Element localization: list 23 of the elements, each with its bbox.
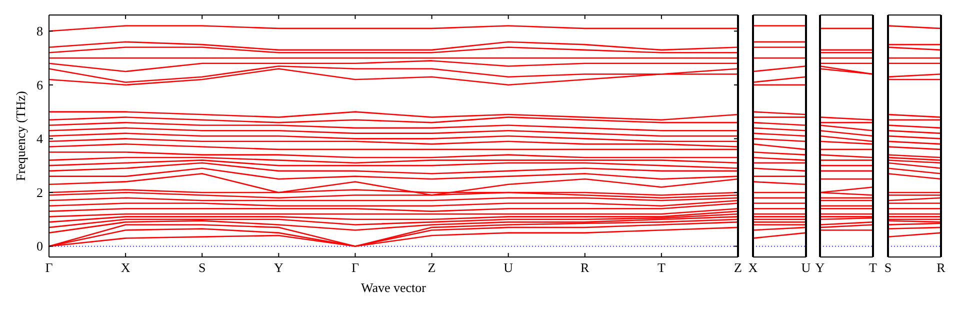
x-tick-label: S xyxy=(884,260,892,275)
x-tick-label: U xyxy=(504,260,514,275)
y-tick-label: 4 xyxy=(36,131,44,146)
x-tick-label: T xyxy=(657,260,666,275)
y-tick-label: 8 xyxy=(36,24,43,39)
x-tick-label: U xyxy=(801,260,812,275)
x-tick-label: X xyxy=(748,260,758,275)
y-axis-title: Frequency (THz) xyxy=(13,91,28,181)
x-tick-label: T xyxy=(869,260,878,275)
x-tick-label: Z xyxy=(428,260,436,275)
x-tick-label: Z xyxy=(734,260,742,275)
x-tick-label: S xyxy=(198,260,206,275)
x-tick-label: Γ xyxy=(45,260,54,275)
x-tick-label: Γ xyxy=(351,260,360,275)
x-tick-label: R xyxy=(580,260,590,275)
x-tick-label: Y xyxy=(274,260,284,275)
x-tick-label: R xyxy=(936,260,946,275)
x-tick-label: X xyxy=(120,260,131,275)
x-tick-label: Y xyxy=(815,260,826,275)
y-tick-label: 2 xyxy=(36,184,43,200)
y-tick-label: 6 xyxy=(36,77,44,92)
x-axis-title: Wave vector xyxy=(361,280,427,295)
y-tick-label: 0 xyxy=(36,238,43,254)
